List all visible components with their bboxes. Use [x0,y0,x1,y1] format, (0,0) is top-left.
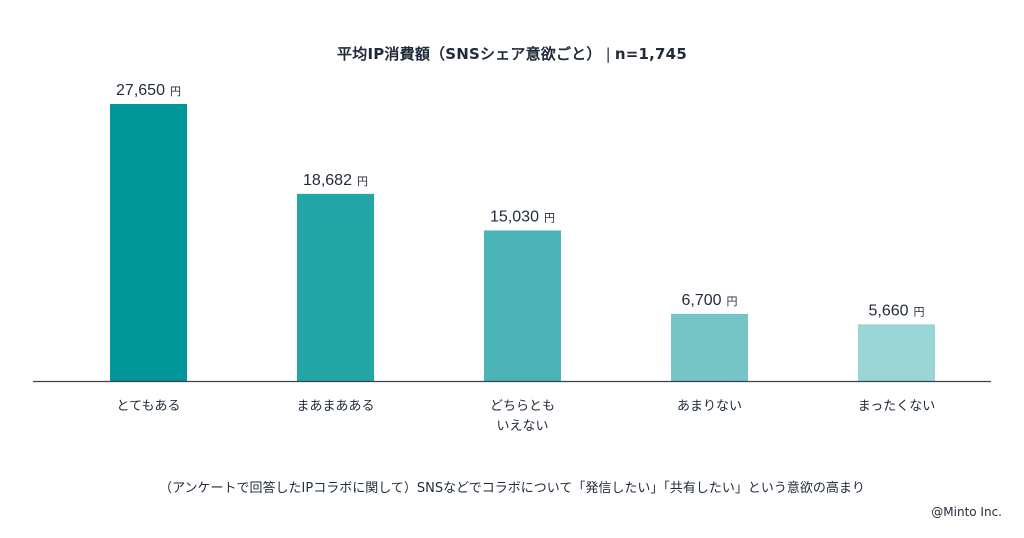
category-label-3: どちらともいえない [490,399,555,434]
category-label-2: まあまあある [296,399,374,414]
sample-size: n=1,745 [614,45,687,63]
bar-3 [484,230,561,381]
chart-title-text: 平均IP消費額（SNSシェア意欲ごと） [337,45,602,63]
bar-2 [297,193,374,381]
category-label-4: あまりない [677,399,742,414]
value-label-5: 5,660 円 [868,302,924,319]
category-label-1: とてもある [117,399,181,414]
bar-1 [110,104,187,381]
value-label-1: 27,650 円 [116,82,181,99]
bar-4 [671,313,748,381]
value-label-3: 15,030 円 [490,208,555,225]
footnote: （アンケートで回答したIPコラボに関して）SNSなどでコラボについて「発信したい… [159,481,865,496]
category-label-5: まったくない [858,399,935,414]
title-separator: | [605,45,611,63]
chart-title: 平均IP消費額（SNSシェア意欲ごと） | n=1,745 [0,43,1024,64]
bar-5 [858,324,935,381]
credit: @Minto Inc. [931,505,1002,519]
value-label-4: 6,700 円 [681,292,737,309]
value-label-2: 18,682 円 [303,172,368,189]
